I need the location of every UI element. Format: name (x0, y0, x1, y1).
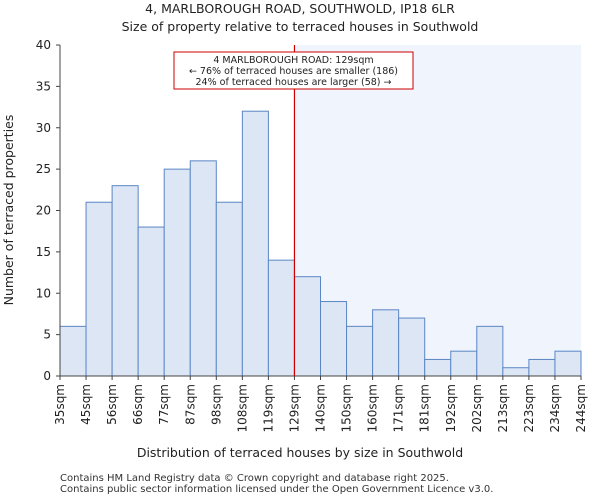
x-tick-label: 140sqm (314, 384, 328, 432)
footer-licence: Contains public sector information licen… (60, 484, 494, 495)
bar[interactable] (424, 358, 452, 377)
y-axis-label: Number of terraced properties (1, 115, 16, 306)
bar[interactable] (372, 309, 400, 377)
bar[interactable] (241, 110, 269, 377)
x-tick-label: 192sqm (444, 384, 458, 432)
y-tick-label: 0 (43, 369, 51, 383)
bar[interactable] (346, 325, 374, 377)
chart-title: 4, MARLBOROUGH ROAD, SOUTHWOLD, IP18 6LR (145, 1, 455, 16)
x-tick-label: 223sqm (522, 384, 536, 432)
bar[interactable] (215, 201, 243, 377)
x-tick-label: 87sqm (183, 384, 197, 425)
plot-area: 0 5 10 15 20 25 30 35 40 35sqm 45sqm 56sqm 66sqm 77sq… (36, 38, 588, 432)
annotation-box (173, 51, 414, 90)
x-tick-label: 150sqm (340, 384, 354, 432)
bar[interactable] (450, 350, 478, 377)
y-tick-label: 15 (36, 245, 51, 259)
x-tick-label: 108sqm (235, 384, 249, 432)
x-tick-label: 66sqm (131, 384, 145, 425)
x-tick-label: 77sqm (157, 384, 171, 425)
bar[interactable] (137, 226, 165, 377)
bar[interactable] (554, 350, 582, 377)
x-tick-label: 171sqm (392, 384, 406, 432)
footer-copyright: Contains HM Land Registry data © Crown c… (60, 473, 449, 484)
x-tick-label: 244sqm (574, 384, 588, 432)
bar[interactable] (59, 325, 87, 377)
x-tick-label: 45sqm (79, 384, 93, 425)
x-tick-label: 119sqm (261, 384, 275, 432)
x-tick-label: 213sqm (496, 384, 510, 432)
x-tick-label: 56sqm (105, 384, 119, 425)
x-tick-label: 234sqm (548, 384, 562, 432)
y-tick-label: 35 (36, 79, 51, 93)
x-tick-label: 181sqm (418, 384, 432, 432)
x-tick-label: 98sqm (209, 384, 223, 425)
bar[interactable] (476, 325, 504, 377)
y-tick-label: 10 (36, 286, 51, 300)
bar[interactable] (293, 276, 322, 377)
annotation-line: 24% of terraced houses are larger (58) → (196, 77, 392, 88)
x-tick-label: 160sqm (366, 384, 380, 432)
bar[interactable] (163, 168, 191, 377)
chart-subtitle: Size of property relative to terraced ho… (122, 19, 479, 34)
y-tick-label: 25 (36, 162, 51, 176)
bar[interactable] (320, 301, 348, 377)
y-tick-label: 5 (43, 328, 51, 342)
x-tick-label: 129sqm (287, 384, 301, 432)
bar[interactable] (528, 358, 556, 377)
bar[interactable] (267, 259, 295, 377)
y-tick-label: 20 (36, 204, 51, 218)
bar[interactable] (111, 185, 139, 377)
x-tick-label: 202sqm (470, 384, 484, 432)
bar[interactable] (398, 317, 426, 377)
bar[interactable] (189, 160, 217, 377)
bar[interactable] (85, 201, 113, 377)
x-tick-label: 35sqm (53, 384, 67, 425)
annotation-line: ← 76% of terraced houses are smaller (18… (189, 66, 398, 77)
x-axis-label: Distribution of terraced houses by size … (137, 445, 463, 460)
y-tick-label: 30 (36, 121, 51, 135)
annotation-line: 4 MARLBOROUGH ROAD: 129sqm (213, 55, 373, 66)
bar[interactable] (502, 367, 530, 377)
y-tick-label: 40 (36, 38, 51, 52)
